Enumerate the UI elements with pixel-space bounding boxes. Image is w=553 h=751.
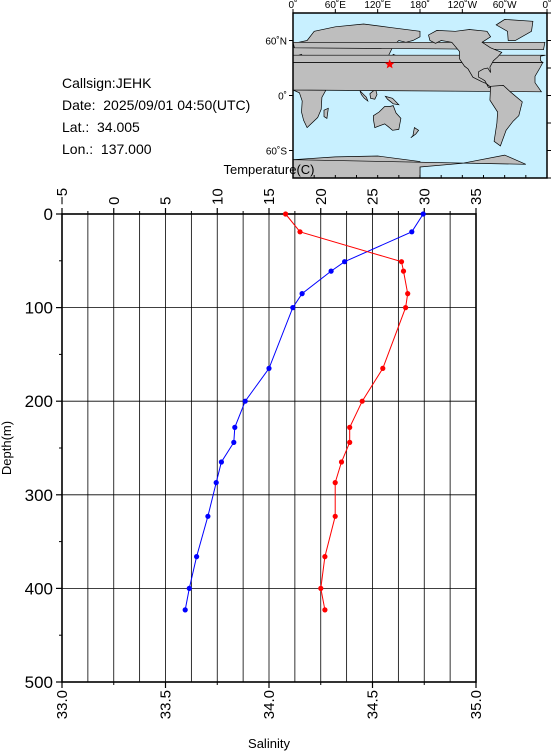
temperature-data-point	[231, 439, 237, 445]
salinity-series-line	[285, 213, 409, 610]
depth-axis-tick-label: 500	[25, 673, 53, 692]
temperature-data-point	[182, 607, 188, 613]
land-mass	[428, 29, 503, 89]
bottom-axis-label: Salinity	[248, 736, 290, 751]
map-lon-label: 120˚W	[448, 0, 478, 11]
map-lon-label: 180˚	[410, 0, 430, 11]
salinity-data-point	[400, 268, 407, 274]
map-lat-label: 60˚N	[265, 36, 287, 48]
top-axis-tick-label: 0	[106, 197, 123, 205]
bottom-axis-tick-label: 33.5	[158, 690, 175, 719]
callsign-label: Callsign:JEHK	[62, 75, 152, 91]
top-axis-tick-label: 20	[313, 188, 330, 205]
top-axis-tick-label: −5	[54, 188, 71, 205]
top-axis-tick-label: 30	[416, 188, 433, 205]
temperature-data-point	[242, 398, 248, 404]
temperature-data-point	[232, 424, 238, 430]
bottom-axis-tick-label: 34.0	[261, 690, 278, 719]
temperature-data-point	[409, 229, 415, 235]
bottom-axis-tick-label: 35.0	[468, 690, 485, 719]
salinity-data-point	[405, 291, 411, 297]
map-lon-label: 120˚E	[364, 0, 391, 11]
salinity-data-point	[338, 459, 345, 465]
map-lon-label: 0˚	[543, 0, 552, 11]
top-axis-tick-label: 35	[468, 188, 485, 205]
top-axis-tick-label: 25	[365, 188, 382, 205]
land-mass	[489, 85, 523, 147]
land-mass	[384, 95, 400, 106]
salinity-data-point	[359, 398, 365, 404]
latitude-label: Lat.: 34.005	[62, 119, 140, 135]
grid	[61, 213, 477, 683]
depth-axis-label: Depth(m)	[0, 421, 14, 475]
depth-axis-tick-label: 100	[25, 299, 53, 318]
temperature-data-point	[290, 305, 296, 311]
top-axis-tick-label: 15	[261, 188, 278, 205]
salinity-data-point	[283, 211, 289, 217]
salinity-data-point	[322, 607, 328, 613]
salinity-data-point	[347, 424, 353, 430]
temperature-data-point	[266, 365, 272, 371]
temperature-data-point	[218, 459, 224, 465]
map-lat-label: 60˚S	[266, 146, 287, 158]
temperature-data-point	[194, 554, 200, 560]
top-axis-tick-label: 10	[209, 188, 226, 205]
map-lon-label: 60˚E	[325, 0, 346, 11]
land-mass	[410, 127, 420, 138]
world-map: 0˚ 60˚E 120˚E 180˚ 120˚W 60˚W 0˚ 60˚N 0˚ 60˚S	[265, 0, 552, 179]
land-mass	[373, 105, 402, 131]
depth-axis-tick-label: 300	[25, 486, 53, 505]
land-mass	[359, 90, 369, 103]
temperature-data-point	[328, 268, 334, 274]
longitude-label: Lon.: 137.000	[62, 141, 152, 157]
map-lon-label: 0˚	[289, 0, 298, 11]
depth-axis-tick-label: 0	[44, 205, 53, 224]
bottom-axis-tick-label: 33.0	[54, 690, 71, 719]
land-mass	[323, 107, 329, 119]
temperature-data-point	[213, 480, 219, 486]
station-marker-icon	[384, 59, 395, 69]
depth-axis-tick-label: 400	[25, 579, 53, 598]
map-lon-label: 60˚W	[493, 0, 517, 11]
temperature-data-point	[186, 585, 192, 592]
salinity-data-point	[332, 480, 338, 486]
top-axis-label: Temperature(C)	[223, 162, 314, 177]
salinity-data-point	[347, 439, 353, 445]
bottom-axis-tick-label: 34.5	[365, 690, 382, 719]
top-axis-tick-label: 5	[158, 197, 175, 205]
salinity-data-point	[380, 365, 386, 371]
temperature-data-point	[205, 513, 211, 519]
temperature-data-point	[342, 259, 348, 265]
salinity-data-point	[297, 229, 303, 235]
land-mass	[495, 19, 534, 41]
temperature-data-point	[420, 211, 426, 217]
salinity-data-point	[318, 585, 324, 592]
depth-axis-tick-label: 200	[25, 392, 53, 411]
temperature-data-point	[299, 291, 305, 297]
salinity-data-point	[322, 554, 328, 560]
station-info: Callsign:JEHK Date: 2025/09/01 04:50(UTC…	[62, 72, 250, 160]
temperature-series-line	[184, 213, 424, 610]
map-lat-label: 0˚	[278, 91, 287, 103]
salinity-data-point	[403, 305, 409, 311]
salinity-data-point	[332, 513, 338, 519]
salinity-data-point	[398, 259, 405, 265]
date-label: Date: 2025/09/01 04:50(UTC)	[62, 97, 251, 113]
